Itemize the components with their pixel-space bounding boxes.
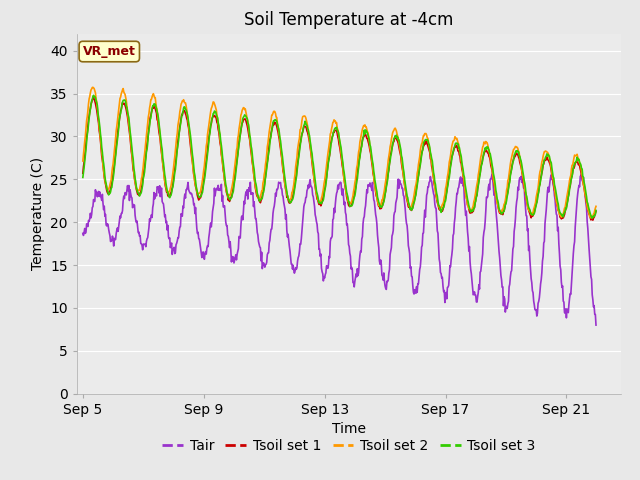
Title: Soil Temperature at -4cm: Soil Temperature at -4cm bbox=[244, 11, 454, 29]
X-axis label: Time: Time bbox=[332, 422, 366, 436]
Legend: Tair, Tsoil set 1, Tsoil set 2, Tsoil set 3: Tair, Tsoil set 1, Tsoil set 2, Tsoil se… bbox=[156, 433, 541, 459]
Text: VR_met: VR_met bbox=[83, 45, 136, 58]
Y-axis label: Temperature (C): Temperature (C) bbox=[31, 157, 45, 270]
